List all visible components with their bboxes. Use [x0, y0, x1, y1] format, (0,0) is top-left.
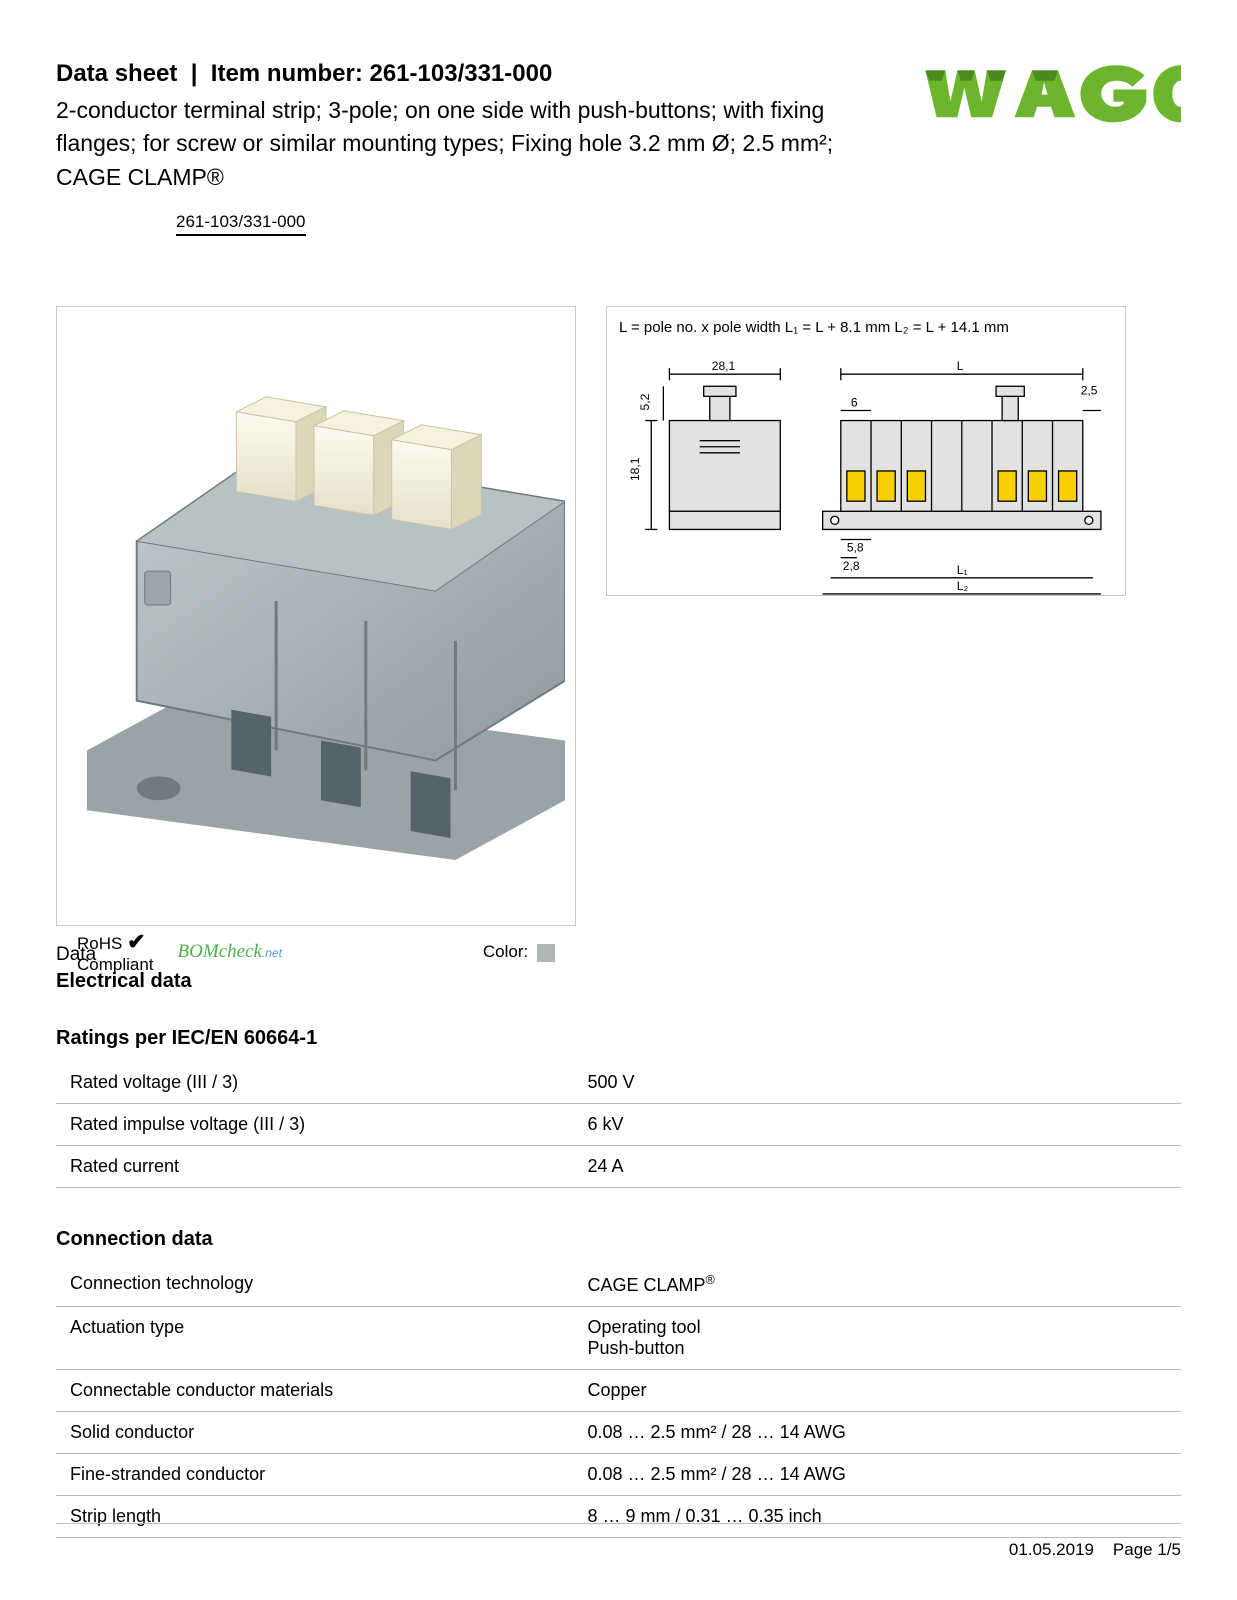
spec-val: 0.08 … 2.5 mm² / 28 … 14 AWG: [574, 1454, 1182, 1496]
color-swatch: [537, 944, 555, 962]
spec-val: Copper: [574, 1370, 1182, 1412]
dimension-drawing-box: L = pole no. x pole width L₁ = L + 8.1 m…: [606, 306, 1126, 596]
check-icon: ✔: [127, 929, 145, 954]
spec-val: 500 V: [574, 1062, 1182, 1104]
title-prefix: Data sheet: [56, 60, 177, 87]
dim-L: L: [957, 359, 964, 373]
footer-date: 01.05.2019: [1009, 1540, 1094, 1559]
spec-key: Rated voltage (III / 3): [56, 1062, 574, 1104]
table-row: Fine-stranded conductor 0.08 … 2.5 mm² /…: [56, 1454, 1181, 1496]
table-row: Rated current 24 A: [56, 1146, 1181, 1188]
title-separator: |: [191, 60, 198, 87]
dim-h-side: 18,1: [628, 457, 642, 481]
item-number-link[interactable]: 261-103/331-000: [176, 212, 306, 236]
table-row: Solid conductor 0.08 … 2.5 mm² / 28 … 14…: [56, 1412, 1181, 1454]
spec-key: Rated impulse voltage (III / 3): [56, 1104, 574, 1146]
bomcheck-label: BOMcheck.net: [178, 941, 282, 963]
spec-val: CAGE CLAMP®: [574, 1263, 1182, 1307]
wago-logo: [921, 60, 1181, 134]
bomcheck-main: BOMcheck: [178, 941, 262, 962]
spec-val: Operating tool Push-button: [574, 1307, 1182, 1370]
dim-flange: 2,5: [1081, 383, 1098, 397]
color-label: Color:: [483, 942, 528, 961]
product-image-box: RoHS ✔ Compliant BOMcheck.net Color:: [56, 306, 576, 926]
table-row: Connectable conductor materials Copper: [56, 1370, 1181, 1412]
spec-key: Solid conductor: [56, 1412, 574, 1454]
spec-key: Fine-stranded conductor: [56, 1454, 574, 1496]
spec-key: Connection technology: [56, 1263, 574, 1307]
table-connection: Connection technology CAGE CLAMP® Actuat…: [56, 1263, 1181, 1538]
title-item-label: Item number:: [211, 60, 363, 87]
dim-pitch: 6: [851, 395, 858, 409]
spec-val: 0.08 … 2.5 mm² / 28 … 14 AWG: [574, 1412, 1182, 1454]
table-row: Rated impulse voltage (III / 3) 6 kV: [56, 1104, 1181, 1146]
spec-val: 24 A: [574, 1146, 1182, 1188]
section-sub-ratings: Ratings per IEC/EN 60664-1: [56, 1027, 1181, 1050]
dim-L2: L₂: [957, 579, 969, 593]
spec-key: Actuation type: [56, 1307, 574, 1370]
spec-val: 6 kV: [574, 1104, 1182, 1146]
table-row: Connection technology CAGE CLAMP®: [56, 1263, 1181, 1307]
table-row: Rated voltage (III / 3) 500 V: [56, 1062, 1181, 1104]
title-item-number: 261-103/331-000: [369, 60, 552, 87]
drawing-caption: L = pole no. x pole width L₁ = L + 8.1 m…: [619, 319, 1113, 336]
dim-inner1: 5,8: [847, 541, 864, 555]
bomcheck-suffix: .net: [262, 946, 282, 960]
dim-inner2: 2,8: [843, 559, 860, 573]
table-ratings: Rated voltage (III / 3) 500 V Rated impu…: [56, 1062, 1181, 1188]
color-indicator: Color:: [483, 942, 555, 962]
dim-w-top: 28,1: [712, 359, 736, 373]
dim-h-top: 5,2: [638, 393, 652, 410]
dim-L1: L₁: [957, 563, 968, 577]
table-row: Actuation type Operating tool Push-butto…: [56, 1307, 1181, 1370]
spec-key: Connectable conductor materials: [56, 1370, 574, 1412]
spec-key: Rated current: [56, 1146, 574, 1188]
footer-page: 1/5: [1157, 1540, 1181, 1559]
section-heading-connection: Connection data: [56, 1228, 1181, 1251]
page-footer: 01.05.2019 Page 1/5: [56, 1523, 1181, 1560]
header-block: Data sheet | Item number: 261-103/331-00…: [56, 60, 921, 236]
footer-page-label: Page: [1113, 1540, 1153, 1559]
subtitle: 2-conductor terminal strip; 3-pole; on o…: [56, 94, 881, 194]
page-title: Data sheet | Item number: 261-103/331-00…: [56, 60, 881, 88]
